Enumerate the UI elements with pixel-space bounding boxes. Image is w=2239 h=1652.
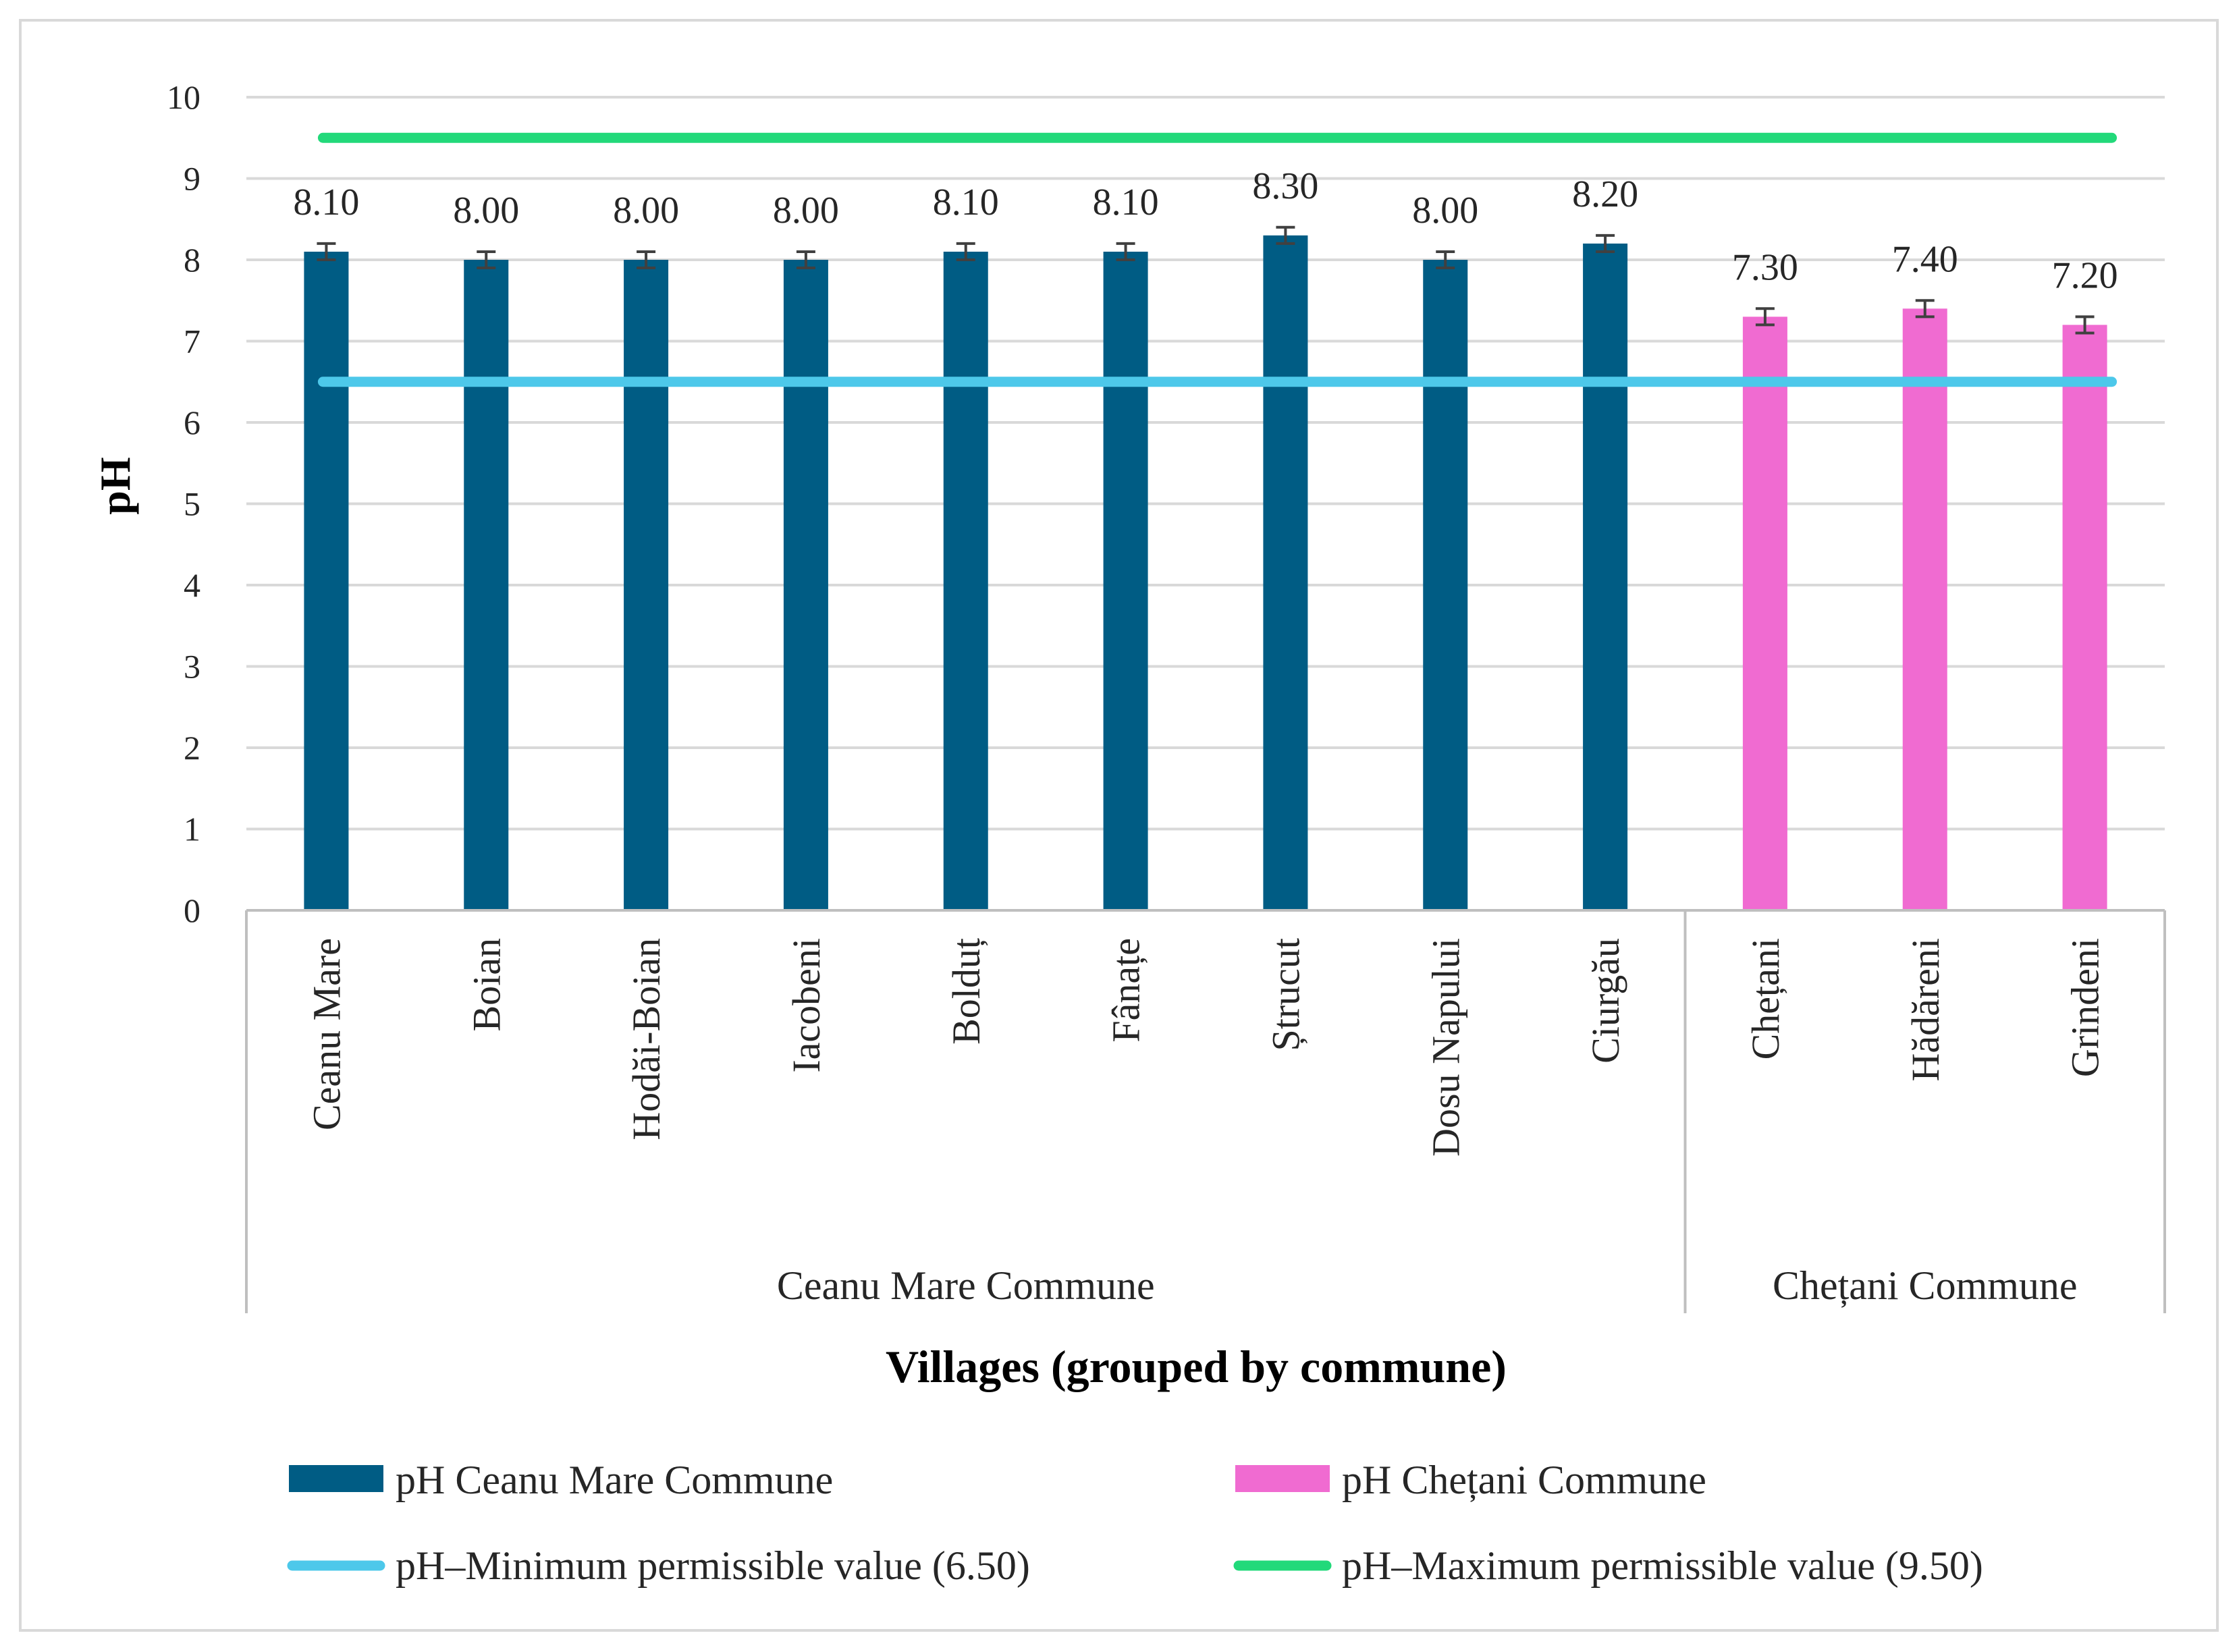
bar: [1423, 260, 1468, 910]
y-tick-label: 4: [184, 566, 200, 604]
legend-label: pH Chețani Commune: [1342, 1458, 1706, 1502]
bar: [1103, 251, 1148, 910]
group-label: Chețani Commune: [1773, 1263, 2078, 1308]
data-label: 8.00: [1412, 190, 1478, 231]
y-tick-label: 5: [184, 485, 200, 523]
x-tick-label: Hodăi-Boian: [624, 938, 668, 1140]
y-tick-label: 9: [184, 160, 200, 198]
x-tick-label: Chețani: [1744, 938, 1787, 1059]
x-tick-label: Boian: [464, 938, 508, 1032]
data-label: 8.20: [1572, 173, 1638, 215]
y-tick-label: 10: [167, 78, 200, 116]
x-tick-label: Ciurgău: [1584, 938, 1627, 1064]
bars: 8.10 8.00 8.00 8.00 8.10 8.10 8.30 8.00 8.20 7.30…: [293, 165, 2118, 911]
bar: [1902, 308, 1947, 910]
x-tick-label: Iacobeni: [784, 938, 828, 1073]
data-label: 8.10: [933, 182, 999, 223]
y-tick-label: 8: [184, 241, 200, 279]
bar: [783, 260, 828, 910]
data-label: 8.00: [613, 190, 679, 231]
x-axis: Ceanu Mare Commune Chețani Commune Ceanu M…: [245, 909, 2166, 1313]
reference-lines: [317, 132, 2117, 387]
bar: [464, 260, 509, 910]
y-tick-label: 3: [184, 648, 200, 686]
bar: [2062, 325, 2107, 910]
bar: [943, 251, 988, 910]
x-tick-label: Fânațe: [1104, 938, 1148, 1043]
legend: pH Ceanu Mare Commune pH Chețani Commune p…: [287, 1458, 1983, 1588]
data-label: 7.40: [1892, 238, 1958, 280]
data-label: 8.00: [773, 190, 839, 231]
data-label: 7.20: [2052, 254, 2118, 296]
x-tick-label: Hădăreni: [1904, 938, 1947, 1082]
bar: [304, 251, 349, 910]
y-tick-label: 2: [184, 729, 200, 767]
legend-label: pH–Maximum permissible value (9.50): [1342, 1543, 1983, 1588]
data-label: 8.10: [293, 182, 359, 223]
data-label: 8.10: [1093, 182, 1159, 223]
data-label: 7.30: [1732, 246, 1798, 288]
x-tick-label: Ștrucut: [1264, 938, 1307, 1051]
legend-swatch: [289, 1465, 383, 1492]
legend-label: pH Ceanu Mare Commune: [396, 1458, 833, 1502]
y-tick-label: 0: [184, 891, 200, 929]
x-tick-label: Ceanu Mare: [304, 938, 348, 1130]
data-label: 8.30: [1252, 165, 1318, 207]
x-tick-label: Dosu Napului: [1424, 938, 1467, 1157]
group-label: Ceanu Mare Commune: [777, 1263, 1155, 1308]
chart-frame: [19, 19, 2219, 1632]
x-tick-label: Bolduț: [944, 938, 988, 1045]
x-tick-label: Grindeni: [2063, 938, 2107, 1077]
y-axis-ticks: 0 1 2 3 4 5 6 7 8 9 10: [167, 78, 200, 929]
bar: [1263, 235, 1308, 911]
y-axis-title: pH: [91, 457, 139, 514]
data-label: 8.00: [453, 190, 519, 231]
gridlines: [246, 96, 2165, 831]
legend-label: pH–Minimum permissible value (6.50): [396, 1543, 1030, 1588]
y-tick-label: 6: [184, 404, 200, 441]
y-tick-label: 1: [184, 810, 200, 848]
x-axis-title: Villages (grouped by commune): [886, 1341, 1507, 1392]
bar: [624, 260, 669, 910]
y-tick-label: 7: [184, 323, 200, 360]
bar: [1742, 316, 1787, 911]
bar: [1583, 243, 1628, 910]
legend-swatch: [1235, 1465, 1330, 1492]
